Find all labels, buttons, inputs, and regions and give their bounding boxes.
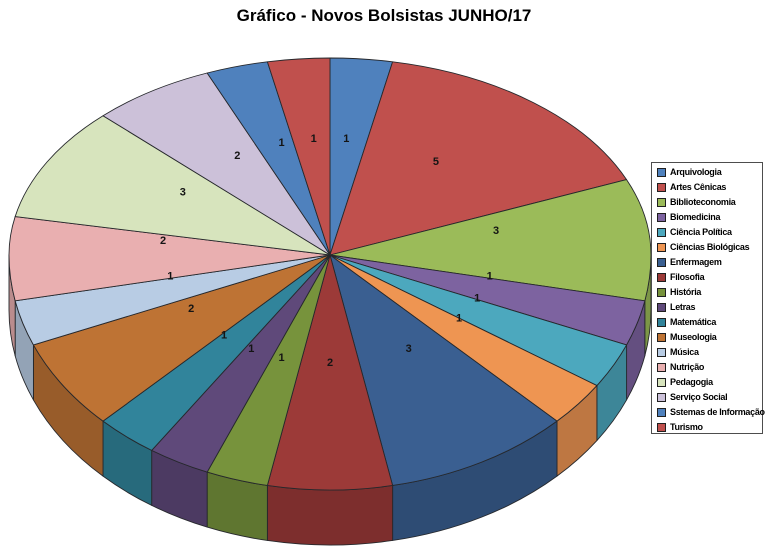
legend-label: Filosofia <box>670 272 705 282</box>
legend-label: Serviço Social <box>670 392 728 402</box>
pie-side-walls <box>8 254 652 546</box>
legend-label: Turismo <box>670 422 703 432</box>
slice-value-label: 1 <box>278 137 284 149</box>
legend-swatch <box>657 258 666 267</box>
slice-value-label: 3 <box>406 343 412 355</box>
legend-swatch <box>657 363 666 372</box>
legend-swatch <box>657 228 666 237</box>
pie-slice <box>329 61 628 256</box>
slice-value-label: 3 <box>180 187 186 199</box>
pie-slice <box>8 216 331 302</box>
legend-label: Música <box>670 347 699 357</box>
pie-slice-wall <box>266 485 394 546</box>
legend-item: Ciência Política <box>657 225 762 240</box>
legend-label: Pedagogia <box>670 377 713 387</box>
legend-label: Biomedicina <box>670 212 721 222</box>
legend-item: Arquivologia <box>657 165 762 180</box>
legend-swatch <box>657 348 666 357</box>
slice-value-label: 1 <box>221 329 227 341</box>
pie-slice <box>102 72 331 256</box>
slice-value-label: 5 <box>433 156 439 168</box>
legend-item: Pedagogia <box>657 375 762 390</box>
legend-item: Biblioteconomia <box>657 195 762 210</box>
pie-slice <box>14 115 331 256</box>
legend-item: Biomedicina <box>657 210 762 225</box>
legend-swatch <box>657 423 666 432</box>
slice-value-label: 1 <box>474 293 480 305</box>
legend-swatch <box>657 183 666 192</box>
legend-item: Nutrição <box>657 360 762 375</box>
slice-value-label: 1 <box>167 270 173 282</box>
slice-value-label: 2 <box>327 357 333 369</box>
legend-label: Ciência Política <box>670 227 732 237</box>
legend-swatch <box>657 318 666 327</box>
legend-item: Letras <box>657 300 762 315</box>
legend-swatch <box>657 393 666 402</box>
chart-title: Gráfico - Novos Bolsistas JUNHO/17 <box>236 6 532 25</box>
slice-value-label: 1 <box>343 133 349 145</box>
legend-swatch <box>657 378 666 387</box>
legend-item: Museologia <box>657 330 762 345</box>
pie-slice <box>266 57 331 256</box>
legend-label: Biblioteconomia <box>670 197 736 207</box>
legend-item: Serviço Social <box>657 390 762 405</box>
legend-swatch <box>657 273 666 282</box>
slice-value-label: 1 <box>311 133 317 145</box>
slice-value-label: 2 <box>234 150 240 162</box>
legend-swatch <box>657 288 666 297</box>
legend-item: Ciências Biológicas <box>657 240 762 255</box>
legend-label: Enfermagem <box>670 257 722 267</box>
legend-label: Matemática <box>670 317 717 327</box>
slice-value-label: 2 <box>188 303 194 315</box>
slice-value-label: 1 <box>487 270 493 282</box>
pie-slice <box>329 179 652 302</box>
legend-label: Sstemas de Informação <box>670 407 765 417</box>
slice-value-label: 1 <box>456 313 462 325</box>
legend-item: Música <box>657 345 762 360</box>
legend-item: Matemática <box>657 315 762 330</box>
legend-swatch <box>657 243 666 252</box>
legend-label: Nutrição <box>670 362 705 372</box>
legend-item: Filosofia <box>657 270 762 285</box>
legend-item: Sstemas de Informação <box>657 405 765 420</box>
legend-swatch <box>657 333 666 342</box>
pie-slice <box>32 254 331 422</box>
legend-label: Museologia <box>670 332 717 342</box>
legend-item: Enfermagem <box>657 255 762 270</box>
legend-swatch <box>657 198 666 207</box>
legend-item: Turismo <box>657 420 762 435</box>
legend-label: Letras <box>670 302 696 312</box>
legend-label: Artes Cênicas <box>670 182 727 192</box>
legend-swatch <box>657 168 666 177</box>
pie-slice <box>266 254 394 491</box>
legend-swatch <box>657 303 666 312</box>
legend-item: Artes Cênicas <box>657 180 762 195</box>
pie-top-faces <box>8 57 652 491</box>
legend-swatch <box>657 213 666 222</box>
legend-swatch <box>657 408 666 417</box>
slice-value-label: 1 <box>248 343 254 355</box>
legend-item: História <box>657 285 762 300</box>
legend-box: Arquivologia Artes Cênicas Biblioteconomia… <box>651 162 765 435</box>
pie-slice <box>329 254 558 486</box>
slice-value-label: 3 <box>493 225 499 237</box>
slice-value-label: 1 <box>278 352 284 364</box>
legend-label: Arquivologia <box>670 167 722 177</box>
legend-label: Ciências Biológicas <box>670 242 750 252</box>
slice-value-label: 2 <box>160 235 166 247</box>
legend-label: História <box>670 287 702 297</box>
